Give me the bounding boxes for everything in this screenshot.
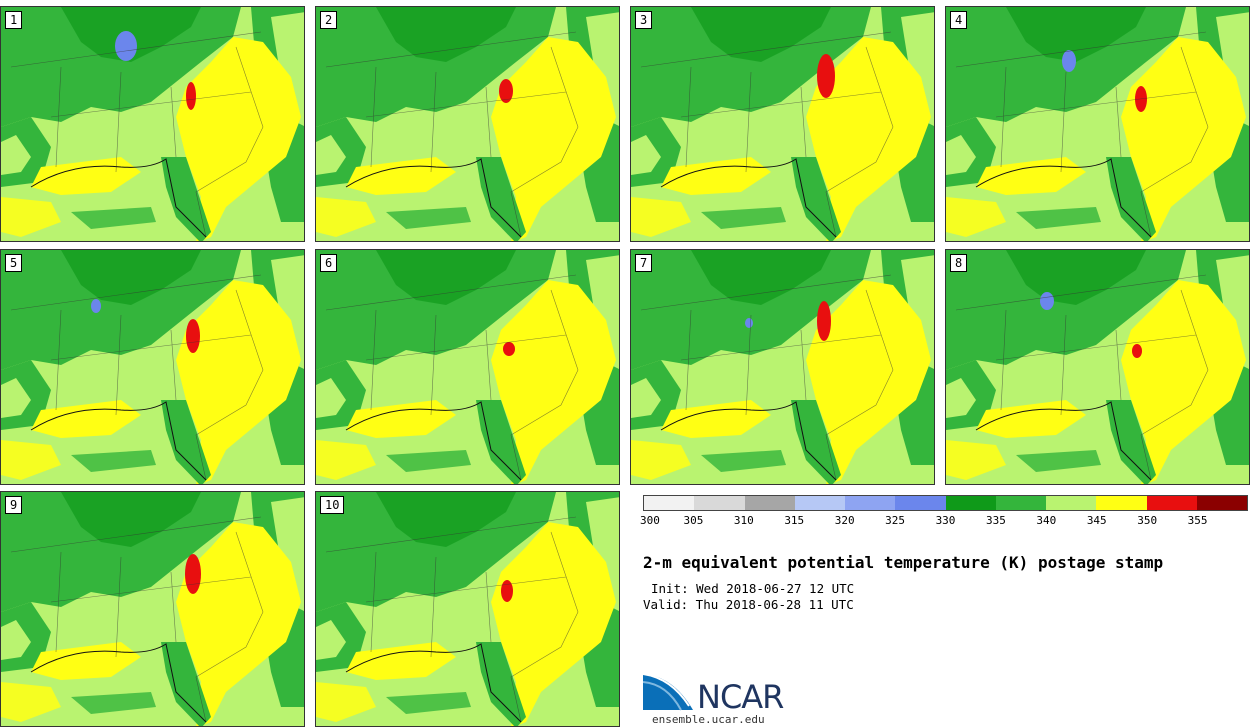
colorbar-tick-label: 315 [784, 514, 805, 527]
colorbar-swatch [1046, 496, 1097, 510]
panel-label: 10 [320, 496, 345, 514]
map-panel: 1 [0, 6, 305, 242]
init-time: Init: Wed 2018-06-27 12 UTC [651, 581, 855, 596]
colorbar-swatch [1146, 496, 1197, 510]
colorbar-tick-label: 340 [1036, 514, 1057, 527]
colorbar-swatch [895, 496, 946, 510]
map-field [316, 250, 619, 484]
map-panel: 7 [630, 249, 935, 485]
colorbar-tick-label: 350 [1137, 514, 1158, 527]
site-url: ensemble.ucar.edu [652, 713, 765, 726]
logo-text: NCAR [697, 678, 784, 716]
map-panel: 4 [945, 6, 1250, 242]
map-field [316, 492, 619, 726]
colorbar-swatch [744, 496, 795, 510]
panel-label: 2 [320, 11, 338, 29]
map-panel: 10 [315, 491, 620, 727]
ncar-logo-icon [643, 673, 693, 711]
map-panel: 9 [0, 491, 305, 727]
colorbar-swatch [694, 496, 745, 510]
colorbar-swatch [995, 496, 1046, 510]
colorbar-ticks: 300 305 310 315 320 325 330 335 340 345 350 355 [640, 514, 1248, 528]
map-panel: 5 [0, 249, 305, 485]
colorbar-tick-label: 320 [834, 514, 855, 527]
colorbar [643, 495, 1248, 511]
colorbar-tick-label: 335 [985, 514, 1006, 527]
colorbar-tick-label: 325 [885, 514, 906, 527]
map-field [1, 492, 304, 726]
panel-label: 6 [320, 254, 338, 272]
map-panel: 6 [315, 249, 620, 485]
colorbar-tick-label: 345 [1086, 514, 1107, 527]
figure-title: 2-m equivalent potential temperature (K)… [643, 553, 1164, 572]
colorbar-tick-label: 310 [733, 514, 754, 527]
colorbar-swatch [644, 496, 695, 510]
panel-label: 4 [950, 11, 968, 29]
panel-label: 5 [5, 254, 23, 272]
map-field [631, 250, 934, 484]
panel-label: 3 [635, 11, 653, 29]
colorbar-swatch [1196, 496, 1247, 510]
colorbar-tick-label: 305 [683, 514, 704, 527]
map-field [316, 7, 619, 241]
map-field [1, 7, 304, 241]
map-field [946, 250, 1249, 484]
colorbar-tick-label: 355 [1187, 514, 1208, 527]
valid-time: Valid: Thu 2018-06-28 11 UTC [643, 597, 854, 612]
colorbar-swatch [794, 496, 845, 510]
map-panel: 2 [315, 6, 620, 242]
panel-label: 7 [635, 254, 653, 272]
colorbar-tick-label: 330 [935, 514, 956, 527]
panel-label: 1 [5, 11, 23, 29]
panel-label: 9 [5, 496, 23, 514]
colorbar-swatch [1096, 496, 1147, 510]
map-field [946, 7, 1249, 241]
panel-label: 8 [950, 254, 968, 272]
colorbar-swatch [945, 496, 996, 510]
map-field [631, 7, 934, 241]
map-panel: 8 [945, 249, 1250, 485]
map-field [1, 250, 304, 484]
colorbar-swatch [845, 496, 896, 510]
colorbar-tick-label: 300 [640, 514, 660, 527]
map-panel: 3 [630, 6, 935, 242]
